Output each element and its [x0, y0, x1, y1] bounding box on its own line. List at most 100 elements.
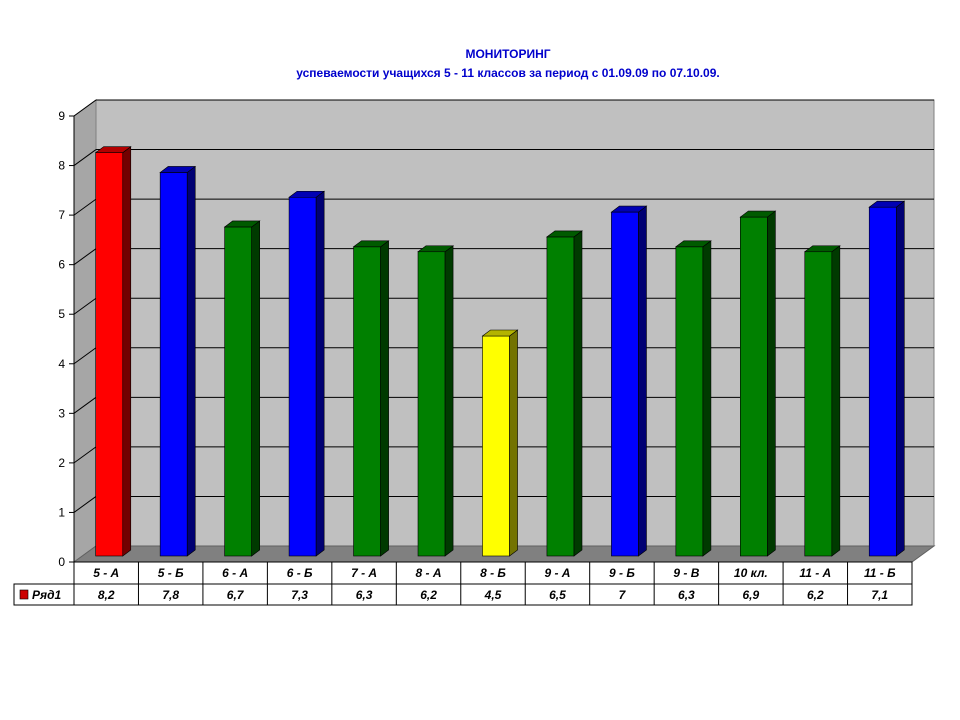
chart-title: МОНИТОРИНГ — [465, 47, 551, 61]
bar-side — [315, 190, 325, 557]
bar-side — [702, 240, 712, 557]
value-label: 7,3 — [291, 588, 308, 602]
bar-side — [573, 230, 583, 557]
bar-5 — [352, 240, 390, 557]
category-label: 6 - Б — [287, 566, 313, 580]
bar-4 — [288, 190, 326, 557]
category-label: 9 - А — [544, 566, 570, 580]
bar-top — [223, 220, 261, 228]
bar-top — [739, 210, 777, 218]
bar-front — [288, 196, 317, 557]
y-tick-label: 0 — [58, 555, 65, 569]
bar-side — [831, 245, 841, 557]
data-table: 5 - А 8,2 5 - Б 7,8 6 - А 6,7 6 - Б 7,3 7 - А 6,3… — [13, 561, 913, 606]
gridline-side — [73, 396, 97, 414]
category-label: 8 - А — [416, 566, 442, 580]
bars — [94, 146, 906, 557]
legend-key — [19, 589, 29, 600]
category-label: 7 - А — [351, 566, 377, 580]
bar-top — [481, 329, 519, 337]
gridline-side — [73, 347, 97, 365]
bar-12 — [803, 245, 841, 557]
bar-front — [353, 246, 381, 557]
gridline-side — [73, 248, 97, 266]
bar-top — [94, 146, 132, 153]
bar-7 — [481, 329, 519, 557]
category-label: 9 - В — [673, 566, 699, 580]
bar-side — [186, 165, 196, 557]
category-label: 10 кл. — [734, 566, 768, 580]
value-label: 7 — [619, 588, 627, 602]
bar-front — [611, 211, 639, 557]
y-tick-label: 8 — [58, 159, 65, 173]
y-tick-label: 1 — [58, 505, 65, 519]
bar-front — [224, 226, 252, 557]
bar-front — [868, 206, 897, 557]
value-label: 7,8 — [162, 588, 179, 602]
bar-top — [288, 190, 326, 198]
value-label: 6,3 — [678, 588, 695, 602]
y-tick-label: 2 — [58, 456, 65, 470]
bar-front — [417, 251, 446, 557]
side-wall — [73, 99, 97, 563]
bar-top — [352, 240, 390, 248]
gridline-side — [73, 297, 97, 315]
bar-top — [610, 205, 648, 213]
bar-side — [380, 240, 389, 557]
bar-side — [251, 220, 260, 557]
y-tick-label: 5 — [58, 307, 65, 321]
bar-side — [896, 200, 905, 557]
bar-top — [417, 245, 454, 253]
bar-side — [638, 205, 647, 557]
bar-side — [509, 329, 518, 557]
table-value-row — [13, 583, 913, 606]
bar-front — [740, 216, 768, 557]
category-label: 11 - А — [799, 566, 831, 580]
value-label: 8,2 — [98, 588, 115, 602]
bar-front — [804, 251, 833, 557]
category-label: 11 - Б — [864, 566, 896, 580]
bar-front — [159, 172, 188, 557]
value-label: 4,5 — [484, 588, 502, 602]
bar-side — [122, 146, 132, 557]
bar-top — [803, 245, 841, 253]
bar-side — [444, 245, 454, 557]
y-tick-label: 7 — [58, 208, 65, 222]
bar-top — [159, 166, 197, 173]
category-label: 9 - Б — [609, 566, 635, 580]
y-axis: 0 1 2 3 4 5 6 7 8 9 — [58, 109, 75, 569]
bar-6 — [417, 245, 454, 557]
gridline-side — [73, 99, 97, 117]
bar-front — [482, 335, 510, 557]
gridline-side — [73, 496, 97, 513]
gridline-side — [73, 198, 97, 216]
y-tick-label: 4 — [58, 357, 65, 371]
bar-1 — [94, 146, 132, 557]
bar-side — [767, 210, 776, 557]
legend-label: Ряд1 — [32, 588, 61, 602]
value-label: 6,5 — [549, 588, 566, 602]
value-label: 6,2 — [420, 588, 437, 602]
bar-13 — [868, 200, 906, 557]
bar-front — [546, 236, 575, 557]
bar-2 — [159, 165, 197, 557]
y-tick-label: 6 — [58, 258, 65, 272]
category-label: 6 - А — [222, 566, 248, 580]
gridline-side — [73, 149, 97, 166]
bar-top — [674, 240, 712, 248]
y-tick-label: 9 — [58, 109, 65, 123]
bar-9 — [610, 205, 648, 557]
bar-8 — [546, 230, 583, 557]
bar-3 — [223, 220, 261, 557]
bar-11 — [739, 210, 777, 557]
category-label: 8 - Б — [480, 566, 506, 580]
gridline-side — [73, 446, 97, 464]
category-label: 5 - А — [93, 566, 119, 580]
value-label: 6,7 — [227, 588, 245, 602]
value-label: 7,1 — [871, 588, 888, 602]
bar-front — [95, 152, 124, 557]
bar-top — [546, 230, 583, 238]
bar-front — [675, 246, 704, 557]
category-label: 5 - Б — [158, 566, 184, 580]
